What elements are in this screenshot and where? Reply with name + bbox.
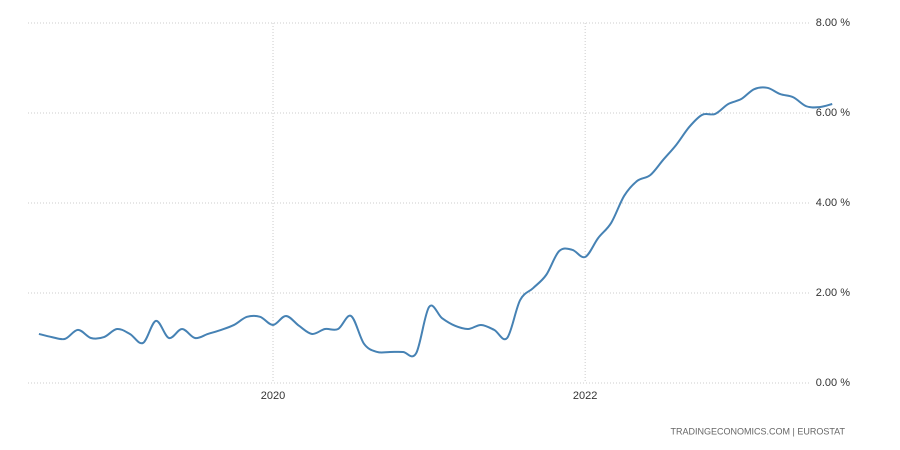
y-tick-label: 4.00 % <box>816 197 850 209</box>
y-tick-label: 2.00 % <box>816 287 850 299</box>
y-tick-label: 8.00 % <box>816 17 850 29</box>
x-tick-label: 2022 <box>573 390 597 402</box>
y-tick-label: 0.00 % <box>816 377 850 389</box>
source: TRADINGECONOMICS.COM | EUROSTAT <box>670 426 845 436</box>
data-line <box>38 86 833 358</box>
y-tick-label: 6.00 % <box>816 107 850 119</box>
x-tick-label: 2020 <box>261 390 285 402</box>
